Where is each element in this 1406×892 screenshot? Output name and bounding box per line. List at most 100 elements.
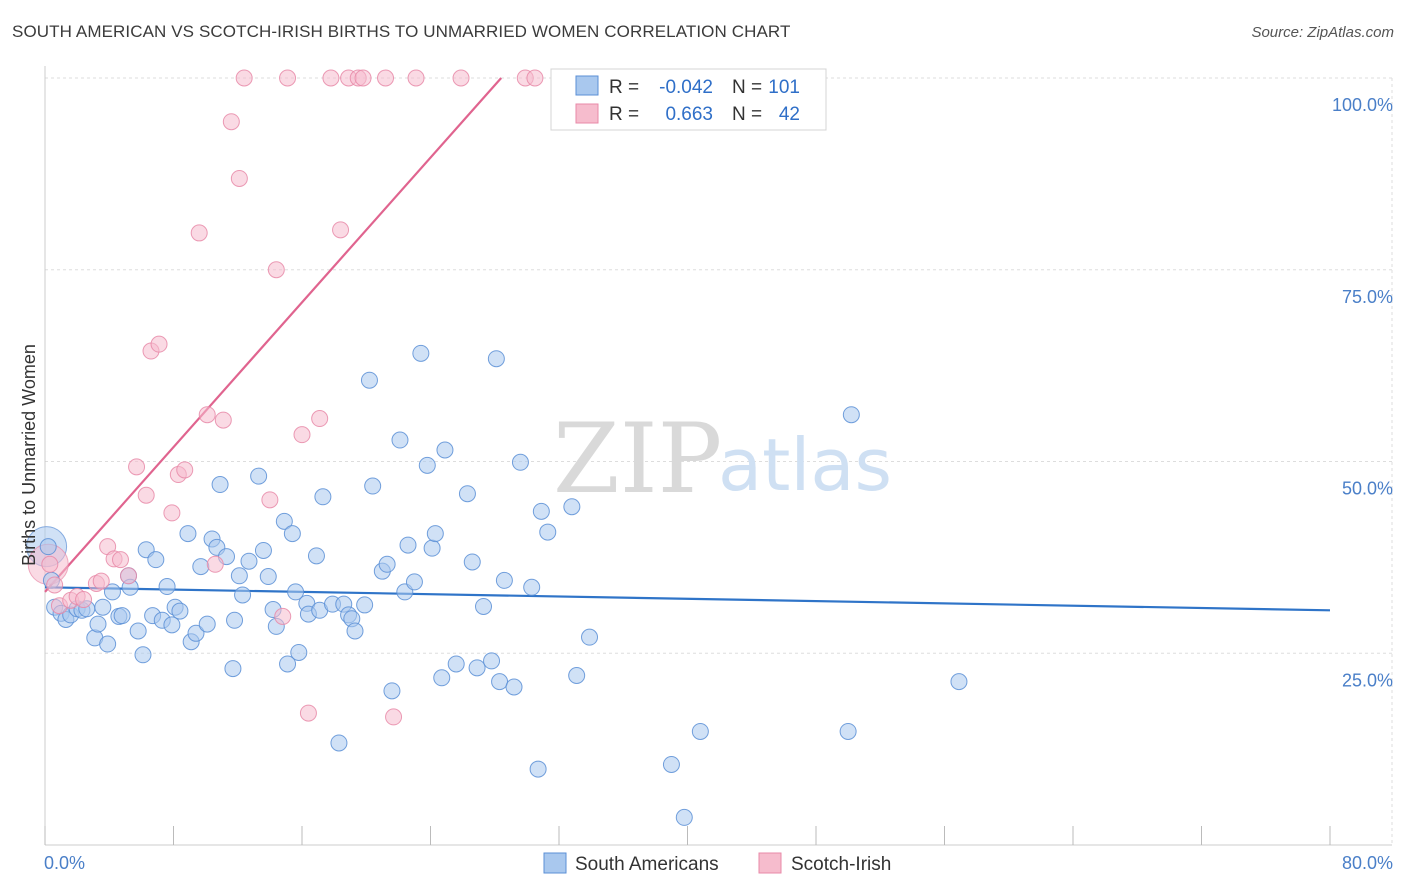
point-south-americans-22	[147, 551, 165, 569]
point-south-americans-54	[307, 547, 325, 565]
point-scotch-irish-37	[354, 69, 372, 87]
legend: R = -0.042 N = 101 R = 0.663 N = 42	[550, 68, 827, 131]
legend-swatch-pink	[575, 103, 599, 124]
point-scotch-irish-12	[128, 458, 146, 476]
point-scotch-irish-20	[198, 406, 216, 424]
watermark: ZIP atlas	[553, 403, 892, 515]
point-south-americans-95	[568, 666, 586, 684]
point-south-americans-85	[487, 350, 505, 368]
point-south-americans-58	[330, 734, 348, 752]
y-tick-label-100: 100.0%	[1332, 95, 1393, 115]
point-south-americans-63	[356, 596, 374, 614]
point-south-americans-50	[287, 583, 305, 601]
point-scotch-irish-27	[267, 261, 285, 279]
y-tick-label-25: 25.0%	[1342, 670, 1393, 690]
point-scotch-irish-10	[111, 551, 129, 569]
point-south-americans-74	[418, 456, 436, 474]
point-south-americans-82	[468, 659, 486, 677]
point-south-americans-28	[179, 525, 197, 543]
point-south-americans-96	[581, 628, 599, 646]
legend-n-value-2: 42	[779, 104, 800, 125]
point-south-americans-24	[158, 578, 176, 596]
point-scotch-irish-28	[274, 607, 292, 625]
point-scotch-irish-18	[176, 461, 194, 479]
point-south-americans-62	[346, 622, 364, 640]
point-south-americans-89	[511, 453, 529, 471]
point-scotch-irish-23	[222, 113, 240, 131]
point-scotch-irish-1	[46, 576, 64, 594]
point-south-americans-76	[426, 525, 444, 543]
point-south-americans-32	[198, 615, 216, 633]
point-scotch-irish-19	[190, 224, 208, 242]
point-south-americans-49	[283, 525, 301, 543]
point-scotch-irish-0	[41, 555, 59, 573]
point-south-americans-35	[211, 476, 229, 494]
point-south-americans-86	[491, 673, 509, 691]
data-points	[26, 69, 968, 826]
point-scotch-irish-16	[163, 504, 181, 522]
bottom-legend-swatch-south-americans	[543, 852, 567, 874]
point-south-americans-19	[134, 646, 152, 664]
point-south-americans-83	[475, 597, 493, 615]
point-south-americans-73	[412, 344, 430, 362]
watermark-zip: ZIP	[553, 403, 722, 515]
point-scotch-irish-38	[377, 69, 395, 87]
point-south-americans-30	[187, 624, 205, 642]
point-scotch-irish-41	[452, 69, 470, 87]
point-scotch-irish-26	[261, 491, 279, 509]
x-tick-label-min: 0.0%	[44, 853, 85, 873]
point-south-americans-98	[675, 808, 693, 826]
point-south-americans-92	[532, 502, 550, 520]
point-south-americans-12	[99, 635, 117, 653]
point-south-americans-80	[458, 485, 476, 503]
point-scotch-irish-22	[214, 411, 232, 429]
legend-n-label-2: N =	[732, 104, 762, 125]
trend-line-south-americans	[44, 586, 1331, 612]
point-south-americans-91	[529, 760, 547, 778]
point-south-americans-44	[259, 568, 277, 586]
point-south-americans-102	[950, 673, 968, 691]
point-south-americans-38	[226, 611, 244, 629]
point-south-americans-18	[129, 622, 147, 640]
point-south-americans-10	[89, 615, 107, 633]
point-scotch-irish-39	[385, 708, 403, 726]
point-south-americans-13	[103, 583, 121, 601]
point-south-americans-27	[171, 602, 189, 620]
point-south-americans-39	[230, 567, 248, 585]
point-south-americans-64	[360, 371, 378, 389]
bottom-legend: South Americans Scotch-Irish	[543, 852, 891, 875]
point-south-americans-87	[495, 571, 513, 589]
point-south-americans-51	[290, 643, 308, 661]
watermark-atlas: atlas	[718, 423, 892, 507]
point-scotch-irish-15	[150, 335, 168, 353]
point-south-americans-71	[399, 536, 417, 554]
point-south-americans-42	[250, 467, 268, 485]
point-scotch-irish-30	[293, 426, 311, 444]
x-tick-labels: 0.0% 80.0%	[44, 853, 1393, 873]
legend-r-value-2: 0.663	[665, 104, 713, 125]
x-tick-label-max: 80.0%	[1342, 853, 1393, 873]
point-south-americans-31	[192, 558, 210, 576]
legend-r-label-1: R =	[609, 77, 639, 98]
legend-swatch-blue	[575, 75, 599, 96]
point-south-americans-88	[505, 678, 523, 696]
point-scotch-irish-40	[407, 69, 425, 87]
point-scotch-irish-5	[75, 591, 93, 609]
trend-line-scotch-irish	[44, 77, 502, 593]
chart-title: SOUTH AMERICAN VS SCOTCH-IRISH BIRTHS TO…	[12, 22, 791, 41]
bottom-legend-scotch-irish: Scotch-Irish	[791, 854, 891, 875]
point-scotch-irish-24	[230, 169, 248, 187]
point-south-americans-67	[378, 555, 396, 573]
point-south-americans-78	[436, 441, 454, 459]
point-south-americans-40	[234, 586, 252, 604]
bottom-legend-south-americans: South Americans	[575, 854, 719, 875]
y-axis-label: Births to Unmarried Women	[19, 344, 39, 566]
point-south-americans-94	[563, 498, 581, 516]
point-south-americans-11	[94, 598, 112, 616]
point-south-americans-99	[691, 722, 709, 740]
point-south-americans-101	[842, 406, 860, 424]
y-tick-label-50: 50.0%	[1342, 479, 1393, 499]
point-south-americans-15	[113, 607, 131, 625]
point-south-americans-56	[314, 488, 332, 506]
